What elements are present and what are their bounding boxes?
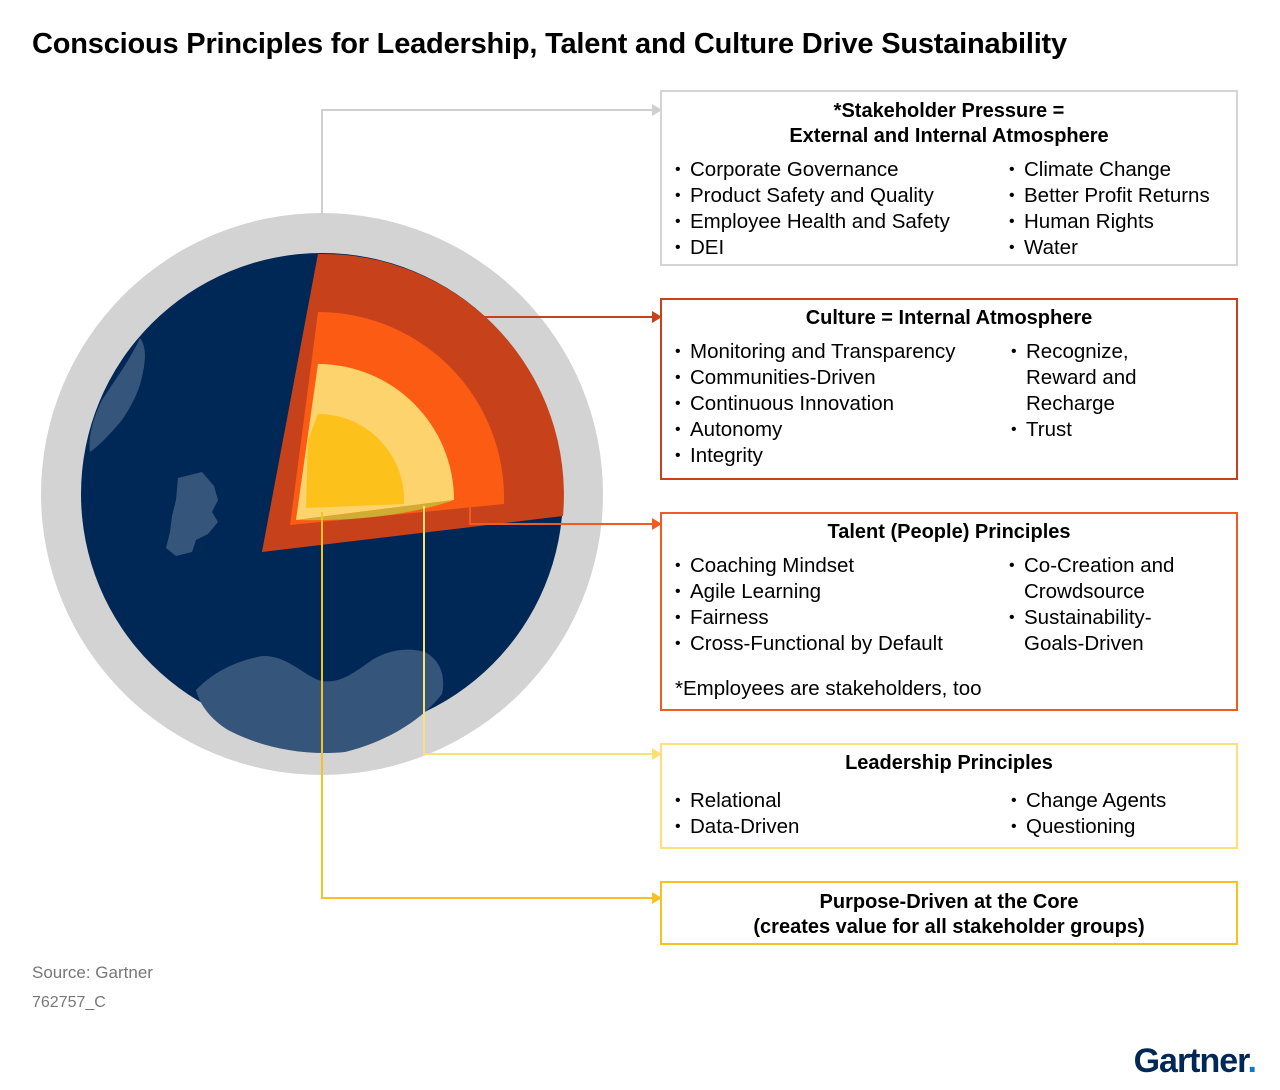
inner-core-layer <box>306 413 405 508</box>
stakeholder-list-left: Corporate Governance Product Safety and … <box>662 157 996 261</box>
leadership-principles-box: Leadership Principles Relational Data-Dr… <box>660 743 1238 849</box>
arrow-culture <box>652 311 662 323</box>
arrow-talent <box>652 518 662 530</box>
list-item: Climate Change <box>996 157 1210 183</box>
purpose-title-line2: (creates value for all stakeholder group… <box>753 916 1145 938</box>
outer-core-bottom <box>296 500 454 521</box>
purpose-driven-box: Purpose-Driven at the Core (creates valu… <box>660 881 1238 945</box>
leadership-title: Leadership Principles <box>845 752 1053 774</box>
source-note: Source: Gartner <box>32 963 153 982</box>
list-item: DEI <box>662 235 996 261</box>
connector-talent <box>469 505 652 525</box>
list-item: Cross-Functional by Default <box>662 631 996 657</box>
list-item: Change Agents <box>998 788 1166 814</box>
logo-dot: . <box>1247 1042 1258 1080</box>
logo-text: Gartner <box>1133 1042 1249 1080</box>
document-code: 762757_C <box>32 994 106 1011</box>
list-item: Coaching Mindset <box>662 553 996 579</box>
stakeholder-title-line2: External and Internal Atmosphere <box>789 125 1109 147</box>
arrow-stakeholder <box>652 104 662 116</box>
list-item: Human Rights <box>996 209 1210 235</box>
culture-list-left: Monitoring and Transparency Communities-… <box>662 339 998 469</box>
culture-box: Culture = Internal Atmosphere Monitoring… <box>660 298 1238 480</box>
list-item: Monitoring and Transparency <box>662 339 998 365</box>
talent-list-right: Co-Creation and Crowdsource Sustainabili… <box>996 553 1196 657</box>
culture-list-right: Recognize, Reward and Recharge Trust <box>998 339 1198 469</box>
list-item: Autonomy <box>662 417 998 443</box>
leadership-list-right: Change Agents Questioning <box>998 788 1166 840</box>
list-item: Water <box>996 235 1210 261</box>
list-item: Corporate Governance <box>662 157 996 183</box>
list-item: Co-Creation and Crowdsource <box>996 553 1196 605</box>
list-item: Product Safety and Quality <box>662 183 996 209</box>
page-title: Conscious Principles for Leadership, Tal… <box>32 28 1067 60</box>
arrow-leadership <box>652 748 662 760</box>
list-item: Sustainability-Goals-Driven <box>996 605 1196 657</box>
talent-principles-box: Talent (People) Principles Coaching Mind… <box>660 512 1238 711</box>
list-item: Fairness <box>662 605 996 631</box>
globe-land-south <box>196 649 444 754</box>
connector-purpose <box>321 512 652 899</box>
list-item: Communities-Driven <box>662 365 998 391</box>
purpose-title-line1: Purpose-Driven at the Core <box>819 891 1079 913</box>
list-item: Questioning <box>998 814 1166 840</box>
list-item: Data-Driven <box>662 814 998 840</box>
talent-list-left: Coaching Mindset Agile Learning Fairness… <box>662 553 996 657</box>
list-item: Trust <box>998 417 1198 443</box>
list-item: Continuous Innovation <box>662 391 998 417</box>
list-item: Relational <box>662 788 998 814</box>
talent-title: Talent (People) Principles <box>827 521 1071 543</box>
stakeholder-list-right: Climate Change Better Profit Returns Hum… <box>996 157 1210 261</box>
connector-leadership <box>423 506 652 755</box>
globe-land-west <box>89 338 145 452</box>
globe-land-center <box>166 472 218 556</box>
list-item: Better Profit Returns <box>996 183 1210 209</box>
talent-note: *Employees are stakeholders, too <box>675 677 982 700</box>
culture-title: Culture = Internal Atmosphere <box>805 307 1093 329</box>
connector-stakeholder <box>321 109 652 214</box>
list-item: Integrity <box>662 443 998 469</box>
gartner-logo: Gartner. <box>1133 1042 1258 1081</box>
list-item: Employee Health and Safety <box>662 209 996 235</box>
arrow-purpose <box>652 892 662 904</box>
list-item: Agile Learning <box>662 579 996 605</box>
leadership-list-left: Relational Data-Driven <box>662 788 998 840</box>
stakeholder-title-line1: *Stakeholder Pressure = <box>833 100 1065 122</box>
stakeholder-pressure-box: *Stakeholder Pressure = External and Int… <box>660 90 1238 266</box>
list-item: Recognize, Reward and Recharge <box>998 339 1198 417</box>
